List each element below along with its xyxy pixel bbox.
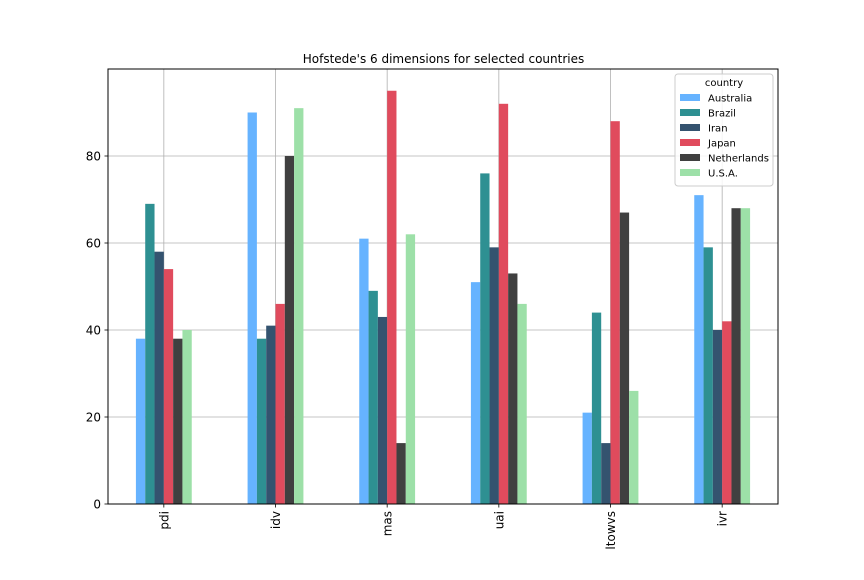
x-tick-label: idv (269, 511, 283, 529)
x-tick-label: pdi (157, 511, 171, 530)
bar (582, 412, 592, 504)
y-tick-label: 0 (93, 498, 101, 512)
legend-label: Netherlands (708, 154, 769, 165)
bar (722, 321, 732, 504)
legend-swatch (680, 109, 700, 116)
bar (703, 247, 713, 504)
bar (387, 90, 397, 504)
bar (508, 273, 518, 504)
x-tick-label: ltowvs (604, 511, 618, 550)
x-tick-label: ivr (716, 511, 730, 526)
legend-label: Brazil (708, 109, 736, 120)
bar (368, 290, 378, 504)
legend-swatch (680, 94, 700, 101)
y-tick-label: 80 (86, 150, 101, 164)
bar (163, 269, 174, 504)
x-tick-label: mas (381, 511, 395, 536)
bar (731, 208, 741, 504)
bar (405, 234, 416, 505)
legend-label: Japan (707, 139, 736, 150)
legend-swatch (680, 124, 700, 131)
legend-swatch (680, 139, 700, 146)
bar (629, 390, 639, 504)
legend-swatch (680, 169, 700, 176)
y-tick-label: 60 (86, 237, 101, 251)
bar (154, 251, 164, 504)
bar (712, 330, 723, 504)
legend-label: Iran (708, 124, 728, 135)
bar (256, 338, 267, 504)
bar (275, 303, 285, 504)
bar (619, 212, 630, 505)
bar (740, 208, 751, 504)
bar (284, 156, 295, 504)
bar (396, 443, 406, 504)
bar (359, 238, 369, 504)
bar (294, 108, 304, 505)
x-tick-label: uai (492, 511, 506, 529)
bar (498, 103, 509, 505)
y-axis: 0 20 40 60 80 (86, 150, 108, 512)
y-tick-label: 20 (86, 411, 101, 425)
bar (173, 338, 183, 504)
bar (489, 247, 499, 504)
bar (247, 112, 257, 504)
bar (145, 203, 155, 504)
legend-title: country (705, 78, 743, 89)
bar (610, 121, 620, 504)
bar (601, 443, 611, 504)
y-tick-label: 40 (86, 324, 101, 338)
legend: country Australia Brazil Iran Japan Netherlan… (674, 73, 774, 187)
bars-group (135, 90, 751, 505)
bar (377, 316, 388, 504)
bar (591, 312, 602, 504)
bar (266, 325, 276, 504)
plot-frame (107, 68, 779, 505)
x-axis: pdi idv mas uai ltowvs ivr (157, 504, 730, 550)
bar (470, 282, 481, 504)
legend-label: Australia (708, 94, 752, 105)
bar (694, 195, 704, 504)
legend-swatch (680, 154, 700, 161)
bar (182, 330, 192, 504)
bar (135, 338, 146, 504)
legend-label: U.S.A. (708, 169, 738, 180)
chart-title: Hofstede's 6 dimensions for selected cou… (303, 52, 585, 66)
bar (517, 303, 527, 504)
bar (480, 173, 490, 504)
